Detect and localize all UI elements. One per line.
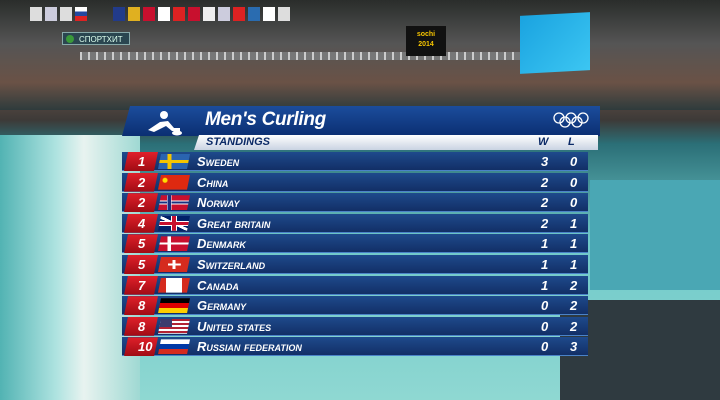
- curling-icon: [148, 111, 182, 136]
- uk-flag-icon: [158, 216, 190, 231]
- curling-sheet-far: [590, 180, 720, 290]
- standings-row: 2 China 2 0: [122, 172, 588, 192]
- rank: 5: [124, 255, 158, 274]
- video-screen: [520, 12, 590, 74]
- rank: 8: [124, 296, 158, 315]
- rank: 1: [124, 152, 158, 171]
- standings-row: 5 Denmark 1 1: [122, 234, 588, 254]
- sochi-scoreboard-logo: sochi 2014: [406, 26, 446, 56]
- wins-column-header: W: [538, 136, 549, 148]
- losses-value: 3: [570, 339, 578, 355]
- losses-value: 0: [570, 195, 578, 211]
- norway-flag-icon: [158, 195, 190, 210]
- losses-value: 1: [570, 236, 578, 252]
- standings-row: 8 United States 0 2: [122, 316, 588, 336]
- country-name: Norway: [197, 195, 240, 211]
- sweden-flag-icon: [158, 154, 190, 169]
- standings-graphic: Men's Curling Standings W L 1 Sweden 3 0…: [122, 106, 600, 360]
- losses-value: 2: [570, 318, 578, 334]
- graphic-title: Men's Curling: [205, 109, 326, 130]
- losses-value: 1: [570, 215, 578, 231]
- rank: 8: [124, 317, 158, 336]
- channel-logo: СПОРТХИТ: [62, 32, 130, 45]
- wins-value: 0: [541, 339, 549, 355]
- rank: 4: [124, 214, 158, 233]
- usa-flag-icon: [158, 319, 190, 334]
- hanging-flags: [30, 7, 290, 21]
- country-name: Switzerland: [197, 257, 266, 272]
- wins-value: 1: [541, 236, 549, 252]
- rank: 2: [124, 193, 158, 212]
- country-name: Great Britain: [197, 215, 271, 231]
- switzerland-flag-icon: [158, 257, 190, 272]
- standings-row: 10 Russian Federation 0 3: [122, 337, 588, 357]
- country-name: Sweden: [197, 154, 240, 169]
- standings-row: 5 Switzerland 1 1: [122, 255, 588, 274]
- standings-label: Standings: [206, 136, 270, 148]
- losses-value: 0: [570, 154, 578, 169]
- rank: 5: [124, 234, 158, 253]
- wins-value: 1: [541, 277, 549, 293]
- rank: 10: [124, 337, 158, 356]
- rank: 7: [124, 276, 158, 295]
- denmark-flag-icon: [158, 236, 190, 251]
- wins-value: 0: [541, 298, 549, 314]
- china-flag-icon: [158, 175, 190, 190]
- losses-value: 2: [570, 277, 578, 293]
- wins-value: 2: [541, 174, 549, 190]
- country-name: China: [197, 174, 229, 190]
- standings-row: 8 Germany 0 2: [122, 296, 588, 316]
- country-name: Germany: [197, 298, 247, 314]
- losses-column-header: L: [568, 136, 575, 148]
- losses-value: 2: [570, 298, 578, 314]
- country-name: United States: [197, 318, 272, 334]
- losses-value: 0: [570, 174, 578, 190]
- lighting-truss: [80, 52, 540, 60]
- wins-value: 2: [541, 215, 549, 231]
- standings-row: 7 Canada 1 2: [122, 275, 588, 295]
- country-name: Russian Federation: [197, 339, 302, 355]
- standings-row: 2 Norway 2 0: [122, 193, 588, 213]
- germany-flag-icon: [158, 298, 190, 313]
- country-name: Denmark: [197, 236, 246, 252]
- canada-flag-icon: [158, 278, 190, 293]
- rank: 2: [124, 173, 158, 192]
- losses-value: 1: [570, 257, 578, 272]
- wins-value: 3: [541, 154, 549, 169]
- russia-flag-icon: [158, 339, 190, 354]
- wins-value: 0: [541, 318, 549, 334]
- standings-row: 4 Great Britain 2 1: [122, 213, 588, 233]
- curling-sheet: [0, 135, 140, 400]
- wins-value: 1: [541, 257, 549, 272]
- standings-header-bar: Standings W L: [194, 135, 598, 150]
- standings-row: 1 Sweden 3 0: [122, 152, 588, 171]
- country-name: Canada: [197, 277, 239, 293]
- graphic-header: Men's Curling: [122, 106, 600, 136]
- olympic-rings-icon: [553, 112, 589, 128]
- wins-value: 2: [541, 195, 549, 211]
